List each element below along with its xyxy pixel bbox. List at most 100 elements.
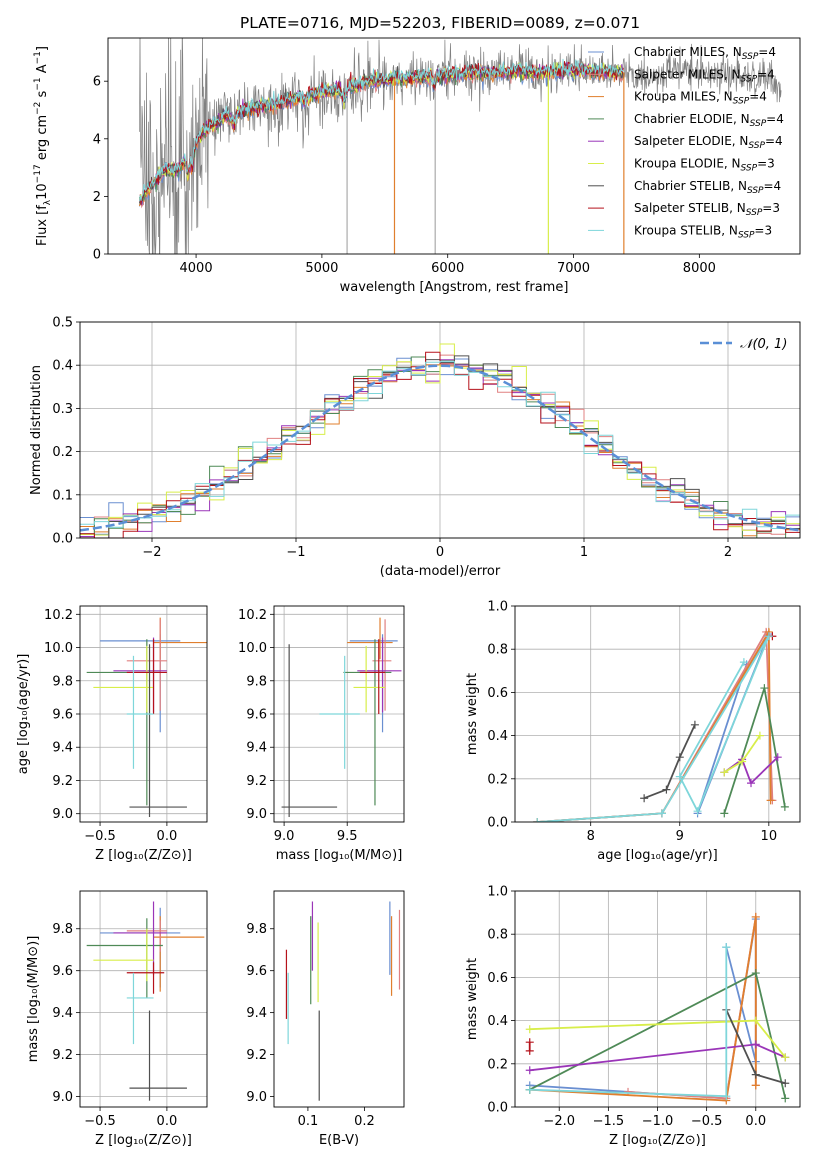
weight-marker-chabrier_stelib [675, 753, 684, 762]
x-tick-label: 7000 [557, 261, 590, 276]
legend-label-sub: SSP [741, 74, 758, 84]
grid [515, 605, 800, 823]
axes-frame [514, 605, 801, 823]
axes-weight_vs_Z: −2.0 −1.5 −1.0 −0.5 0.0 0.0 0.2 0.4 0.6 0.8 1.0 Z [… [465, 885, 801, 1148]
y-axis-label: Flux [fλ10−17 erg cm−2 s−1 A−1] [33, 46, 53, 246]
legend-label-suffix: =4 [758, 45, 776, 59]
weight-marker-salpeter_elodie [525, 1066, 534, 1075]
weight-marker-kroupa_stelib [764, 632, 773, 641]
y-axis-label-part: −1 [33, 77, 43, 90]
x-axis-label: Z [log₁₀(Z/Z⊙)] [95, 848, 192, 863]
x-tick-label: −1.5 [593, 1114, 625, 1129]
x-tick-label: 5000 [305, 261, 338, 276]
weight-marker-chabrier_elodie [751, 969, 760, 978]
y-tick-label: 0.2 [52, 445, 73, 460]
legend-label-suffix: =4 [749, 90, 767, 104]
weight-marker-kroupa_miles [766, 796, 775, 805]
frame: 4000 5000 6000 7000 8000 0 2 4 6 wavelength [Angs… [33, 37, 801, 295]
frame: −2 −1 0 1 2 0.0 0.1 0.2 0.3 0.4 0.5 (data-model)/er… [29, 316, 801, 579]
x-tick-label: 0.2 [354, 1114, 375, 1129]
legend-label: Kroupa ELODIE, NSSP=3 [634, 157, 775, 174]
x-axis-label: wavelength [Angstrom, rest frame] [340, 280, 569, 295]
y-tick-label: 9.8 [246, 922, 267, 937]
errorbar-chabrier_stelib [129, 644, 187, 818]
x-axis-label: age [log₁₀(age/yr)] [597, 848, 718, 863]
weight-line-kroupa_stelib [537, 635, 770, 822]
plot-area [285, 901, 401, 1101]
weight-marker-kroupa_elodie [738, 757, 747, 766]
plot-area [86, 617, 207, 818]
frame: −0.5 0.0 9.0 9.2 9.4 9.6 9.8 10.0 10.2 Z [log₁₀(Z… [16, 605, 208, 863]
legend-label-main: Chabrier ELODIE, N [634, 112, 750, 126]
normal-curve [80, 364, 800, 532]
weight-marker-chabrier_stelib [662, 785, 671, 794]
x-tick-label: −2 [142, 545, 161, 560]
legend-label-sub: SSP [746, 208, 763, 218]
legend-label-main: Salpeter MILES, N [634, 67, 741, 81]
histogram-kroupa_stelib [80, 361, 800, 529]
weight-marker-kroupa_stelib [722, 943, 731, 952]
errorbar-salpeter_elodie [113, 637, 167, 713]
errorbar-chabrier_stelib [281, 644, 338, 818]
y-axis-label-part: 10 [35, 183, 50, 200]
x-tick-label: −0.5 [691, 1114, 723, 1129]
errorbar-salpeter_stelib [359, 639, 386, 714]
x-axis-label: Z [log₁₀(Z/Z⊙)] [609, 1133, 706, 1148]
axes-frame [79, 890, 208, 1108]
y-tick-label: 0.8 [487, 643, 508, 658]
y-tick-label: 2 [93, 190, 101, 205]
legend-label-sub: SSP [742, 52, 759, 62]
legend-label: Chabrier MILES, NSSP=4 [634, 45, 776, 62]
errorbar-kroupa_elodie [353, 645, 386, 713]
errorbar-salpeter_elodie [113, 901, 167, 975]
plot-area [80, 343, 800, 538]
y-tick-label: 10.2 [238, 608, 267, 623]
y-tick-label: 0.8 [487, 928, 508, 943]
y-tick-label: 9.2 [52, 1048, 73, 1063]
plot-area [525, 912, 790, 1105]
y-tick-label: 9.4 [52, 741, 73, 756]
weight-marker-kroupa_stelib [675, 772, 684, 781]
weight-marker-kroupa_stelib [693, 807, 702, 816]
legend-label-main: Kroupa STELIB, N [634, 223, 738, 237]
frame: −0.5 0.0 9.0 9.2 9.4 9.6 9.8 Z [log₁₀(Z/Z⊙)] mas… [26, 890, 208, 1148]
weight-line-kroupa_elodie [723, 735, 761, 774]
y-tick-label: 9.4 [246, 1006, 267, 1021]
legend-label-sub: SSP [741, 164, 758, 174]
errorbar-chabrier_elodie [86, 918, 163, 998]
y-tick-label: 0.6 [487, 686, 508, 701]
x-tick-label: −2.0 [543, 1114, 575, 1129]
x-axis-label: (data-model)/error [380, 564, 501, 579]
x-tick-label: −1.0 [642, 1114, 674, 1129]
plot-area [281, 617, 402, 818]
x-tick-label: 1 [580, 545, 588, 560]
y-tick-label: 9.0 [246, 1090, 267, 1105]
y-axis-label-part: ] [35, 46, 50, 51]
axes-age_vs_Z: −0.5 0.0 9.0 9.2 9.4 9.6 9.8 10.0 10.2 Z [log₁₀(Z… [16, 605, 208, 863]
axes-frame [79, 321, 801, 539]
y-tick-label: 1.0 [487, 885, 508, 900]
y-axis-label: mass weight [465, 673, 480, 755]
x-axis-label: E(B-V) [319, 1133, 359, 1148]
legend-label-main: Salpeter ELODIE, N [634, 134, 748, 148]
y-axis-label-part: −1 [33, 51, 43, 64]
grid [80, 606, 207, 822]
y-axis-label-part: erg cm [35, 115, 50, 164]
x-axis-label: mass [log₁₀(M/M⊙)] [276, 848, 403, 863]
y-tick-label: 10.0 [238, 641, 267, 656]
y-tick-label: 0.0 [487, 816, 508, 831]
x-tick-label: 2 [724, 545, 732, 560]
legend-label-main: Salpeter STELIB, N [634, 201, 746, 215]
errorbar-kroupa_stelib [126, 972, 154, 1045]
legend-label-sub: SSP [738, 230, 755, 240]
legend-label-suffix: =4 [766, 112, 784, 126]
axes-weight_vs_age: 8 9 10 0.0 0.2 0.4 0.6 0.8 1.0 age [log₁₀(age/yr)… [465, 600, 801, 863]
x-tick-label: 9.0 [274, 829, 295, 844]
y-tick-label: 0.5 [52, 316, 73, 331]
y-tick-label: 9.6 [52, 708, 73, 723]
plot-area [139, 38, 782, 254]
frame: 0.1 0.2 9.0 9.2 9.4 9.6 9.8 E(B-V) [246, 890, 405, 1148]
errorbar-salpeter_elodie [357, 637, 402, 713]
frame: −2.0 −1.5 −1.0 −0.5 0.0 0.0 0.2 0.4 0.6 0.8 1.0 Z [… [465, 885, 801, 1148]
errorbar-chabrier_miles [100, 907, 181, 988]
